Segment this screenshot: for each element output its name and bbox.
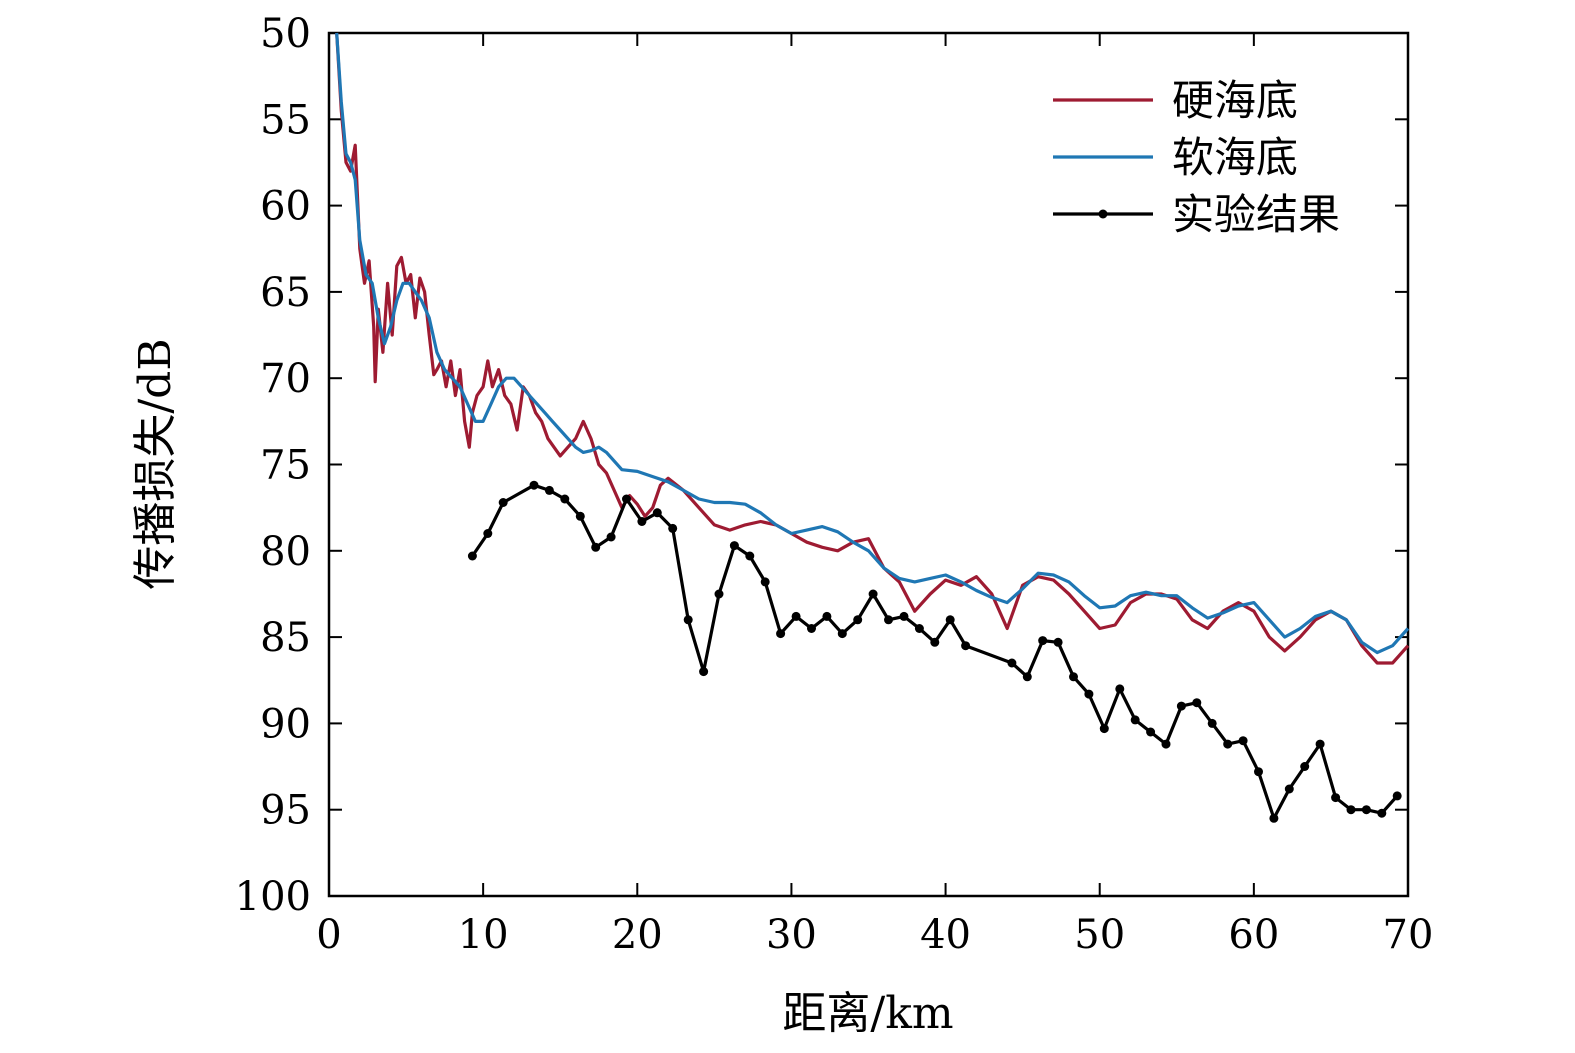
y-axis-title: 传播损失/dB [130,338,181,589]
series-layer [335,32,1410,823]
series-line [471,483,1399,820]
data-point [1022,672,1032,682]
data-point [791,611,801,621]
data-point [729,541,739,551]
data-point [483,529,493,538]
data-point [652,508,662,518]
data-point [683,615,693,625]
data-point [606,532,616,542]
data-point [822,611,832,621]
data-point [699,667,709,677]
data-point [961,641,971,651]
data-point [1315,739,1325,749]
data-point [1007,658,1017,668]
data-point [560,494,570,504]
data-point [1038,636,1048,646]
data-point [899,611,909,621]
data-point [1176,701,1186,711]
series-3 [467,480,1402,823]
data-point [637,517,647,526]
legend-label: 硬海底 [1172,76,1298,125]
data-point [914,624,924,633]
data-point [884,615,893,625]
data-point [1392,791,1402,801]
legend-label: 软海底 [1172,133,1298,182]
data-point [591,542,601,552]
data-point [776,629,786,639]
data-point [1284,784,1294,794]
y-tick-label: 80 [260,529,311,575]
legend-marker [1098,209,1108,219]
series-line [335,32,1410,665]
data-point [1099,724,1109,734]
x-tick-label: 20 [612,912,663,958]
x-tick-label: 0 [316,912,341,958]
legend-item: 硬海底 [1053,76,1298,125]
y-tick-label: 55 [260,97,311,143]
data-point [1331,793,1341,803]
y-tick-label: 95 [260,788,311,834]
data-point [1254,767,1263,777]
data-point [668,523,678,533]
data-point [1361,805,1371,815]
data-point [807,624,816,633]
x-axis-title: 距离/km [782,988,953,1039]
series-line [335,32,1410,655]
data-point [853,615,863,625]
data-point [760,577,770,587]
data-point [1084,689,1094,699]
data-point [1053,637,1063,647]
data-point [1146,727,1156,737]
x-tick-label: 50 [1074,912,1125,958]
y-tick-label: 90 [260,701,311,747]
data-point [467,551,477,561]
y-tick-label: 50 [260,11,311,57]
x-tick-label: 10 [458,912,509,958]
data-point [945,615,955,625]
data-point [1161,739,1171,749]
data-point [1377,808,1387,818]
x-tick-label: 30 [766,912,817,958]
data-point [714,589,724,599]
data-point [1130,715,1140,725]
y-tick-label: 65 [260,270,311,316]
data-point [1069,672,1078,682]
data-point [1346,805,1356,815]
tick-labels: 0 10 20 30 40 50 60 70 50 55 60 65 70 75 80 85 90 95 100 [235,11,1434,958]
data-point [529,480,539,490]
y-tick-label: 85 [260,615,311,661]
x-tick-label: 70 [1383,912,1434,958]
x-tick-label: 40 [920,912,971,958]
data-point [544,485,554,495]
data-point [745,551,755,561]
data-point [1207,718,1217,728]
legend-label: 实验结果 [1172,190,1340,239]
data-point [622,494,631,504]
data-point [498,498,508,507]
y-tick-label: 60 [260,184,311,230]
axis-ticks [328,32,1409,897]
legend-item: 软海底 [1053,133,1298,182]
series-2 [335,32,1410,655]
data-point [1223,739,1233,749]
legend-item: 实验结果 [1053,190,1340,239]
data-point [868,589,878,599]
data-point [1115,684,1125,694]
data-point [1300,762,1310,771]
data-point [1238,736,1248,746]
data-point [837,629,847,639]
data-point [1269,813,1279,823]
data-point [1192,698,1202,708]
data-point [575,511,585,521]
y-tick-label: 100 [235,874,311,920]
x-tick-label: 60 [1228,912,1279,958]
y-tick-label: 75 [260,443,311,489]
y-tick-label: 70 [260,356,311,402]
data-point [930,637,940,647]
series-1 [335,32,1410,665]
